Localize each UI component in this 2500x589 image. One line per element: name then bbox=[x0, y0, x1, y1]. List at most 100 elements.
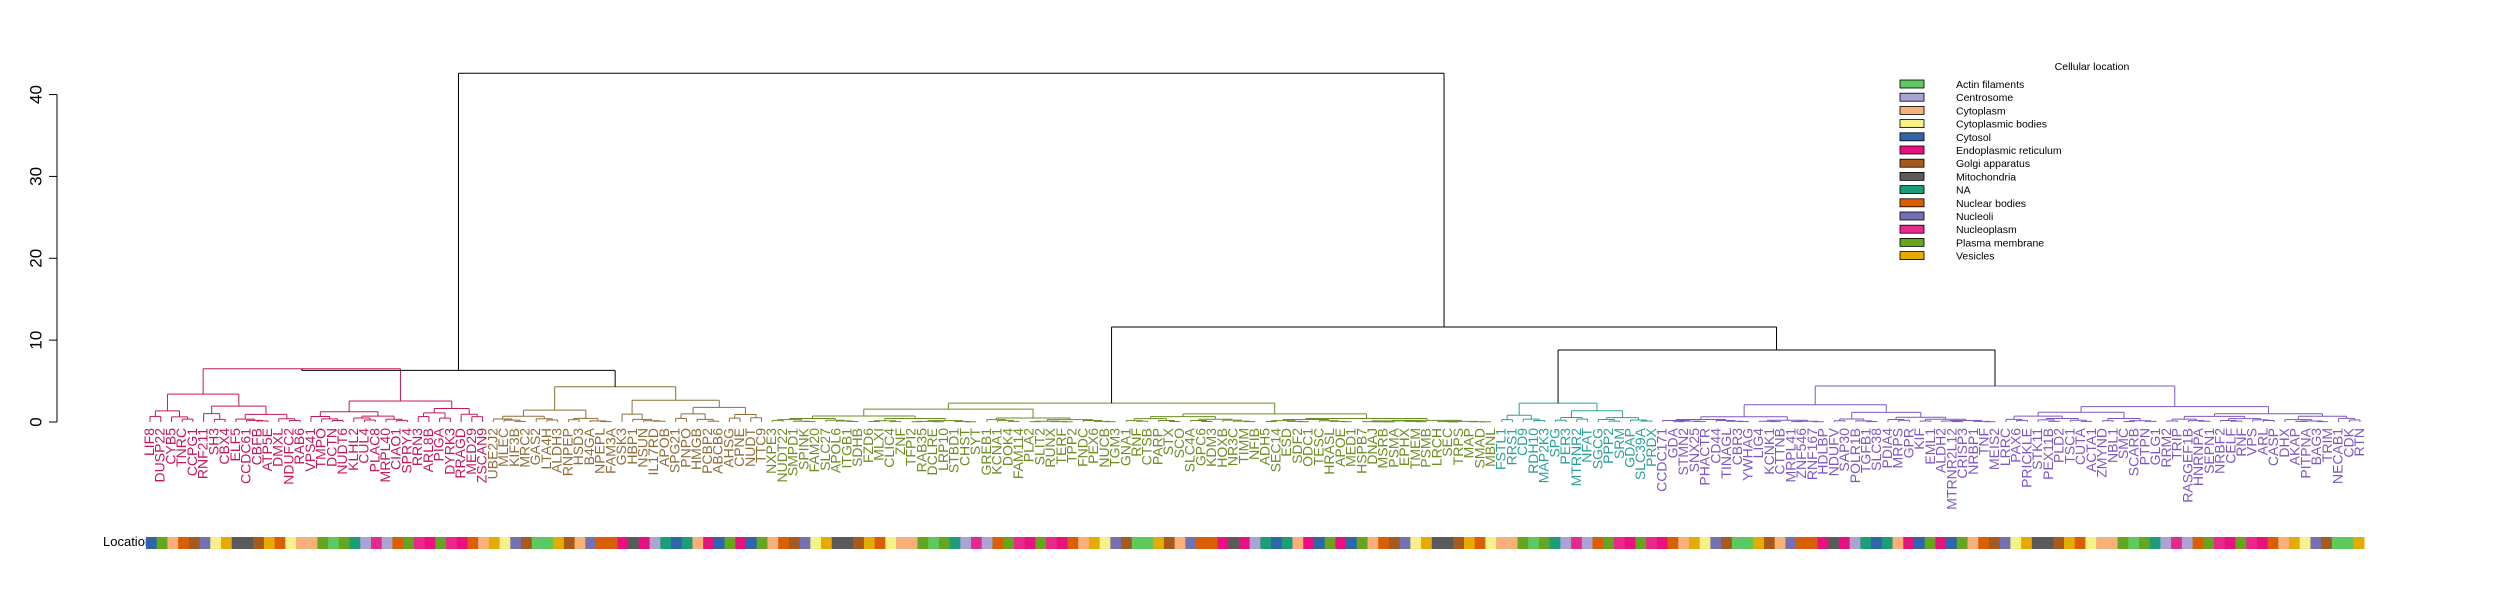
leaf-label: STK11 bbox=[2029, 428, 2045, 470]
legend-swatch bbox=[1899, 171, 1925, 181]
location-cell bbox=[371, 537, 383, 549]
leaf-label: TTC9 bbox=[753, 428, 769, 463]
leaf-label: KDM3 bbox=[1203, 428, 1219, 467]
location-cell bbox=[842, 537, 854, 549]
location-cell bbox=[285, 537, 297, 549]
location-cell bbox=[1206, 537, 1218, 549]
leaf-label: KLHL2 bbox=[345, 428, 361, 471]
location-cell bbox=[1506, 537, 1519, 549]
y-tick-label: 0 bbox=[26, 417, 45, 426]
leaf-label: SYT bbox=[967, 428, 983, 456]
leaf-label: CELF bbox=[2222, 428, 2238, 464]
location-cell bbox=[1892, 537, 1904, 549]
location-cell bbox=[1978, 537, 1990, 549]
location-cell bbox=[2149, 537, 2161, 549]
leaf-label: SH3 bbox=[205, 428, 221, 455]
leaf-label: HBP1 bbox=[624, 428, 640, 465]
leaf-label: TESC bbox=[1310, 428, 1326, 465]
location-cell bbox=[2342, 537, 2354, 549]
location-cell bbox=[1881, 537, 1894, 549]
legend-entry-label: Cytosol bbox=[1956, 132, 1991, 144]
location-cell bbox=[2353, 537, 2365, 549]
y-tick-label: 20 bbox=[26, 249, 45, 268]
location-cell bbox=[1806, 537, 1819, 549]
location-cell bbox=[917, 537, 929, 549]
location-cell bbox=[467, 537, 479, 549]
leaf-label: HSD3 bbox=[570, 428, 586, 466]
legend-entry-label: Nucleoplasm bbox=[1956, 224, 2017, 236]
leaf-label: CASP bbox=[2265, 428, 2281, 466]
leaf-label: NPEPL bbox=[592, 428, 608, 474]
location-cell bbox=[713, 537, 726, 549]
leaf-label: TERF bbox=[1053, 428, 1069, 465]
leaf-label: SLIT2 bbox=[1031, 428, 1047, 466]
location-cell bbox=[2256, 537, 2269, 549]
location-cell bbox=[1560, 537, 1572, 549]
leaf-label: TFPI2 bbox=[903, 428, 919, 466]
location-cell bbox=[403, 537, 415, 549]
location-cell bbox=[2096, 537, 2108, 549]
leaf-label: CCPG1 bbox=[184, 428, 200, 476]
leaf-label: TIMM bbox=[1235, 428, 1251, 464]
leaf-label: PLA2 bbox=[1021, 428, 1037, 462]
leaf-label: TRIM bbox=[2319, 428, 2335, 462]
legend-entry-label: NA bbox=[1956, 185, 1971, 197]
leaf-label: TGFB1 bbox=[1858, 428, 1874, 473]
location-cell bbox=[199, 537, 211, 549]
leaf-label: BAG3 bbox=[2308, 428, 2324, 466]
leaf-label: DOK4 bbox=[999, 428, 1015, 466]
leaf-label: HRASL bbox=[1321, 428, 1337, 475]
leaf-label: SEPN1 bbox=[2201, 428, 2217, 474]
location-cell bbox=[510, 537, 522, 549]
legend-entry-label: Mitochondria bbox=[1956, 171, 2016, 183]
legend-swatch bbox=[1899, 119, 1925, 128]
leaf-label: FAM114 bbox=[1010, 428, 1026, 479]
y-axis: 0 10 20 30 40 bbox=[26, 85, 58, 427]
location-cell bbox=[435, 537, 447, 549]
location-cell bbox=[392, 537, 404, 549]
leaf-label: SLC38 bbox=[1868, 428, 1884, 471]
location-cell bbox=[938, 537, 951, 549]
leaf-label: PEX6 bbox=[1085, 428, 1101, 464]
leaf-label: PITPNA bbox=[2297, 427, 2313, 478]
location-cell bbox=[1142, 537, 1154, 549]
leaf-label: MSRB bbox=[1375, 428, 1391, 468]
location-cell bbox=[1324, 537, 1336, 549]
location-cell bbox=[1667, 537, 1679, 549]
location-cell bbox=[1088, 537, 1101, 549]
leaf-label: MED29 bbox=[463, 428, 479, 475]
location-row-label: Location bbox=[103, 534, 152, 549]
leaf-label: SLC27 bbox=[817, 428, 833, 471]
leaf-label: RUNX bbox=[1042, 427, 1058, 467]
location-cell bbox=[1238, 537, 1251, 549]
location-cell bbox=[2117, 537, 2129, 549]
location-cell bbox=[296, 537, 308, 549]
leaf-label: NUCB bbox=[1096, 428, 1112, 468]
location-cell bbox=[1474, 537, 1486, 549]
location-cell bbox=[1249, 537, 1261, 549]
leaf-label: TPP2 bbox=[1064, 428, 1080, 463]
leaf-label: FZD6 bbox=[860, 428, 876, 463]
location-cell bbox=[2042, 537, 2054, 549]
leaf-label: CTSB bbox=[1139, 428, 1155, 465]
location-cell bbox=[2299, 537, 2311, 549]
location-cell bbox=[2138, 537, 2151, 549]
leaf-label: SLC39A bbox=[1632, 427, 1648, 480]
location-cell bbox=[831, 537, 843, 549]
location-cell bbox=[499, 537, 511, 549]
leaf-label: SMC bbox=[2115, 428, 2131, 459]
location-cell bbox=[735, 537, 747, 549]
leaf-label: TINAGL bbox=[1718, 428, 1734, 479]
leaf-label: IL17RD bbox=[645, 428, 661, 475]
leaf-label: PHACTR bbox=[1697, 428, 1713, 486]
leaf-label: PRDX bbox=[1643, 427, 1659, 467]
leaf-label: MRPL41 bbox=[1782, 428, 1798, 483]
location-cell bbox=[810, 537, 822, 549]
legend-swatch bbox=[1899, 132, 1925, 142]
location-cell bbox=[2010, 537, 2022, 549]
leaf-label: ZSCAN9 bbox=[474, 428, 490, 483]
legend-entry-label: Cytoplasmic bodies bbox=[1956, 119, 2047, 131]
leaf-label: UBE2J2 bbox=[484, 428, 500, 480]
location-cell bbox=[488, 537, 501, 549]
leaf-label: CRISP3 bbox=[1954, 428, 1970, 479]
